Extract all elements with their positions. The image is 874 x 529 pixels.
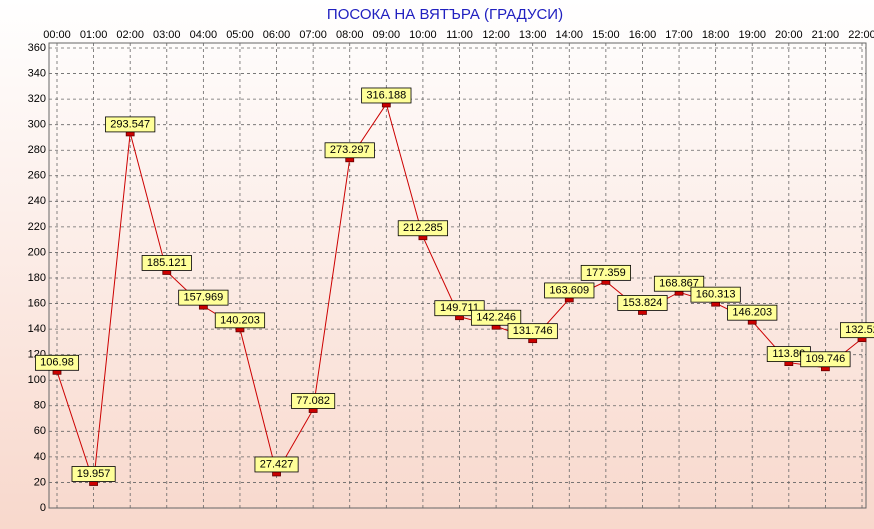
data-label: 109.746 <box>806 353 846 365</box>
data-label-box <box>214 312 266 329</box>
data-label-box <box>544 282 595 299</box>
x-tick-label: 14:00 <box>556 29 584 41</box>
y-tick-label: 320 <box>28 93 46 105</box>
y-tick-label: 180 <box>28 272 46 284</box>
data-label: 293.547 <box>110 118 150 130</box>
x-tick-label: 04:00 <box>190 29 218 41</box>
y-tick-label: 360 <box>28 42 46 54</box>
x-tick-label: 07:00 <box>299 29 327 41</box>
data-label: 163.609 <box>549 284 589 296</box>
x-tick-label: 17:00 <box>665 29 693 41</box>
x-tick-label: 00:00 <box>43 29 71 41</box>
y-tick-label: 20 <box>34 476 46 488</box>
y-tick-label: 200 <box>28 246 46 258</box>
x-tick-label: 10:00 <box>409 29 437 41</box>
y-tick-label: 100 <box>28 374 46 386</box>
y-tick-label: 140 <box>28 323 46 335</box>
data-label: 160.313 <box>696 289 736 301</box>
data-label-box <box>361 87 412 104</box>
data-label-box <box>580 264 631 281</box>
y-tick-label: 280 <box>28 144 46 156</box>
data-label: 142.246 <box>476 312 516 324</box>
x-tick-label: 16:00 <box>629 29 657 41</box>
data-label: 273.297 <box>330 144 370 156</box>
data-label-box <box>470 309 522 326</box>
x-tick-label: 06:00 <box>263 29 291 41</box>
chart-title: ПОСОКА НА ВЯТЪРА (ГРАДУСИ) <box>327 6 563 23</box>
x-tick-label: 11:00 <box>446 29 473 41</box>
data-label: 132.52 <box>845 324 874 336</box>
y-tick-label: 0 <box>40 502 46 514</box>
data-label: 153.824 <box>623 297 663 309</box>
data-label-box <box>324 142 375 159</box>
data-label: 316.188 <box>366 89 406 101</box>
data-label-box <box>71 466 116 482</box>
data-label-box <box>397 220 449 237</box>
x-tick-label: 22:00 <box>848 29 874 41</box>
y-tick-label: 80 <box>34 400 46 412</box>
y-tick-label: 260 <box>28 170 46 182</box>
data-label: 168.867 <box>659 278 699 290</box>
data-label-box <box>178 289 229 306</box>
x-tick-label: 05:00 <box>226 29 254 41</box>
data-label: 177.359 <box>586 267 626 279</box>
x-tick-label: 15:00 <box>592 29 620 41</box>
y-tick-label: 40 <box>34 451 46 463</box>
data-label: 212.285 <box>403 222 443 234</box>
x-tick-label: 12:00 <box>482 29 510 41</box>
data-label-box <box>690 286 741 303</box>
data-label-box <box>35 354 80 371</box>
data-label: 146.203 <box>732 307 772 319</box>
y-tick-label: 160 <box>28 297 46 309</box>
x-tick-label: 08:00 <box>336 29 364 41</box>
x-tick-label: 21:00 <box>812 29 840 41</box>
data-label-box <box>254 456 299 473</box>
x-tick-label: 09:00 <box>373 29 401 41</box>
y-tick-label: 240 <box>28 195 46 207</box>
x-tick-label: 01:00 <box>80 29 108 41</box>
data-label-box <box>105 116 156 133</box>
x-tick-label: 19:00 <box>738 29 766 41</box>
data-label-box <box>617 295 668 311</box>
x-tick-label: 20:00 <box>775 29 803 41</box>
data-label-box <box>141 255 192 271</box>
data-label: 19.957 <box>77 468 111 480</box>
data-label: 185.121 <box>147 257 187 269</box>
data-label: 27.427 <box>260 458 294 470</box>
data-label: 113.80 <box>772 348 805 360</box>
data-label-box <box>507 323 558 340</box>
x-tick-label: 03:00 <box>153 29 181 41</box>
data-label: 149.711 <box>440 302 479 314</box>
data-label-box <box>727 304 778 321</box>
data-label: 106.98 <box>40 357 74 369</box>
y-tick-label: 60 <box>34 425 46 437</box>
y-tick-label: 300 <box>28 119 46 131</box>
data-label: 131.746 <box>513 325 553 337</box>
data-label: 157.969 <box>183 292 223 304</box>
y-tick-label: 220 <box>28 221 46 233</box>
data-label-box <box>840 322 874 339</box>
data-label: 140.203 <box>220 314 260 326</box>
data-label-box <box>291 393 336 409</box>
x-tick-label: 02:00 <box>116 29 144 41</box>
x-tick-label: 13:00 <box>519 29 547 41</box>
y-tick-label: 340 <box>28 67 46 79</box>
x-tick-label: 18:00 <box>702 29 730 41</box>
data-label: 77.082 <box>296 395 330 407</box>
data-label-box <box>800 351 851 368</box>
